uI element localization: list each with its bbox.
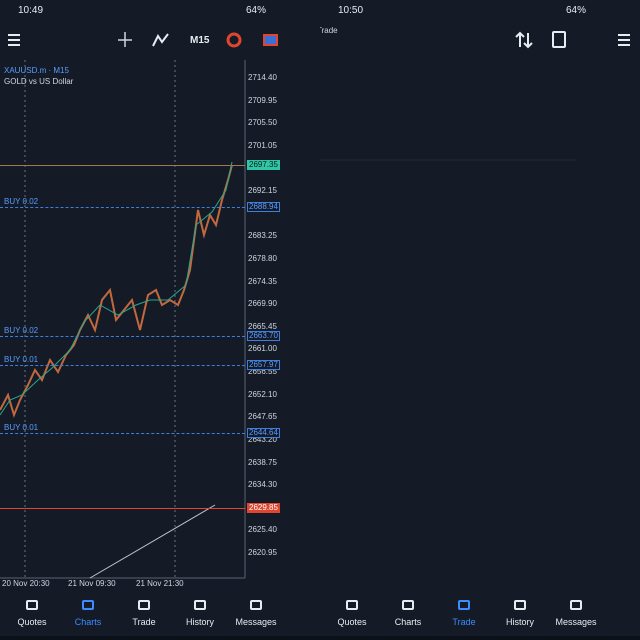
nav-icon[interactable] <box>458 600 470 610</box>
order-line <box>0 335 245 337</box>
order-price-tag: 2663.70 <box>247 330 280 341</box>
time-label: 21 Nov 09:30 <box>68 579 116 588</box>
order-label: BUY 0.01 <box>4 354 39 364</box>
order-label: BUY 0.02 <box>4 325 39 335</box>
order-price-tag: 2644.64 <box>247 427 280 438</box>
price-candles-up <box>0 161 233 416</box>
price-label: 2669.90 <box>248 299 277 309</box>
nav-icon[interactable] <box>570 600 582 610</box>
price-label: 2709.95 <box>248 95 277 105</box>
price-label: 2661.00 <box>248 344 277 354</box>
crosshair-icon[interactable] <box>118 32 132 47</box>
color-icon[interactable] <box>263 34 278 46</box>
timeframe[interactable]: M15 <box>190 35 210 46</box>
price-label: 2652.10 <box>248 389 277 399</box>
order-line <box>0 207 245 209</box>
nav-item[interactable]: Messages <box>235 617 277 627</box>
level-price-tag: 2629.85 <box>247 502 280 513</box>
nav-item[interactable]: History <box>185 617 215 627</box>
price-label: 2643.20 <box>248 434 277 444</box>
price-label: 2701.05 <box>248 140 277 150</box>
price-label: 2638.75 <box>248 457 277 467</box>
trade-icon[interactable] <box>226 32 242 48</box>
time-label: 20 Nov 20:30 <box>2 579 50 588</box>
nav-item[interactable]: Trade <box>452 617 476 627</box>
nav-item[interactable]: Trade <box>132 617 156 627</box>
menu-icon[interactable] <box>8 34 20 46</box>
order-line <box>0 432 245 434</box>
price-label: 2683.25 <box>248 231 277 241</box>
price-label: 2625.40 <box>248 525 277 535</box>
nav-bar <box>320 636 640 640</box>
nav-icon[interactable] <box>250 600 262 610</box>
price-candles <box>0 164 233 419</box>
sort-icon[interactable] <box>515 31 533 49</box>
order-label: BUY 0.01 <box>4 422 39 432</box>
trade-screen: 10:50 64% Quotes Charts Trade History Messages… <box>320 0 640 640</box>
nav-item[interactable]: History <box>505 617 535 627</box>
nav-icon[interactable] <box>26 600 38 610</box>
price-label: 2678.80 <box>248 253 277 263</box>
order-price-tag: 2688.94 <box>247 202 280 213</box>
order-line <box>0 364 245 366</box>
price-label: 2705.50 <box>248 118 277 128</box>
nav-icon[interactable] <box>82 600 94 610</box>
nav-icon[interactable] <box>346 600 358 610</box>
nav-icon[interactable] <box>402 600 414 610</box>
price-label: 2692.15 <box>248 186 277 196</box>
order-price-tag: 2657.97 <box>247 359 280 370</box>
nav-bar <box>0 636 320 640</box>
order-label: BUY 0.02 <box>4 197 39 207</box>
indicator-icon[interactable] <box>152 33 169 47</box>
new-order-icon[interactable] <box>552 31 566 48</box>
trend-line <box>89 504 216 579</box>
time-label: 21 Nov 21:30 <box>136 579 184 588</box>
price-label: 2714.40 <box>248 73 277 82</box>
price-label: 2674.35 <box>248 276 277 286</box>
current-price-tag: 2697.35 <box>247 159 280 170</box>
status-battery: 64% <box>566 5 587 16</box>
level-line <box>0 507 245 509</box>
nav-item[interactable]: Charts <box>394 617 422 627</box>
nav-item[interactable]: Quotes <box>17 617 47 627</box>
chart-description: GOLD vs US Dollar <box>4 77 74 86</box>
price-label: 2634.30 <box>248 480 277 490</box>
status-time: 10:50 <box>338 5 364 16</box>
status-time: 10:49 <box>18 5 44 16</box>
header-title: Trade <box>320 26 338 35</box>
price-label: 2647.65 <box>248 412 277 422</box>
nav-icon[interactable] <box>194 600 206 610</box>
chart-screen: 10:49 64% Quotes Charts Trade History Messages… <box>0 5 320 640</box>
nav-icon[interactable] <box>514 600 526 610</box>
chart-graphics <box>0 32 278 579</box>
chart-symbol: XAUUSD.m · M15 <box>4 66 69 75</box>
nav-icon[interactable] <box>138 600 150 610</box>
nav-item[interactable]: Quotes <box>337 617 367 627</box>
current-price-line <box>0 164 245 166</box>
price-label: 2656.55 <box>248 367 277 377</box>
nav-item[interactable]: Charts <box>74 617 102 627</box>
trade-graphics <box>320 31 630 161</box>
status-battery: 64% <box>246 5 267 16</box>
price-label: 2620.95 <box>248 548 277 557</box>
price-label: 2665.45 <box>248 321 277 331</box>
nav-item[interactable]: Messages <box>555 617 597 627</box>
